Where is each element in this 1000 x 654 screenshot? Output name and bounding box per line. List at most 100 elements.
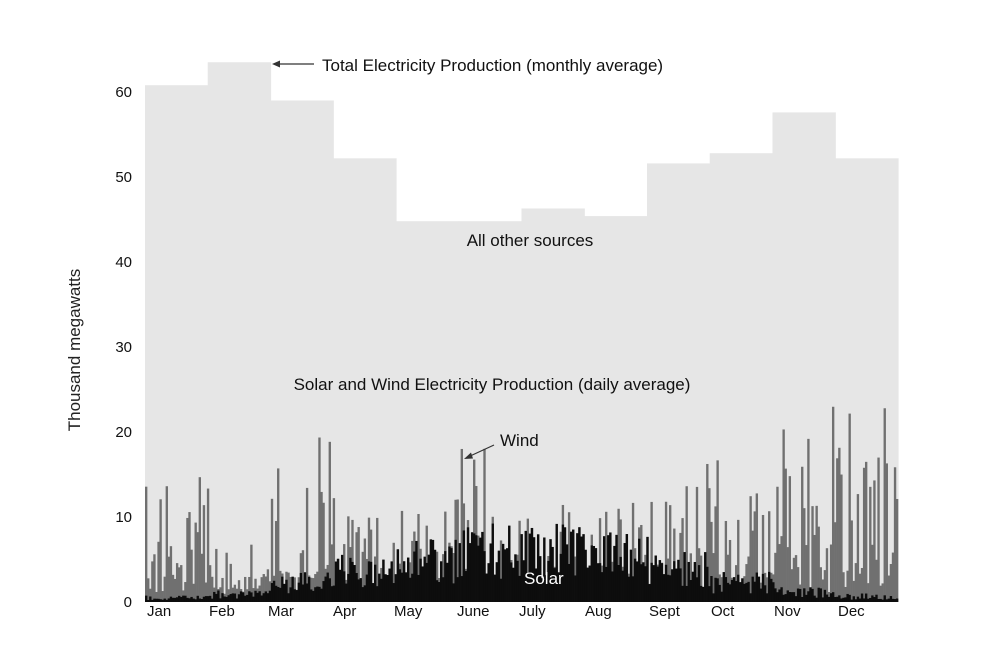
solar-daily-bar <box>807 591 810 602</box>
solar-daily-bar <box>831 592 835 602</box>
solar-daily-bar <box>834 597 837 602</box>
solar-daily-bar <box>188 598 191 602</box>
solar-daily-bar <box>600 572 604 602</box>
wind-daily-bar <box>452 553 455 602</box>
solar-daily-bar <box>741 578 744 602</box>
solar-daily-bar <box>563 527 567 602</box>
solar-daily-bar <box>192 598 195 602</box>
solar-daily-bar <box>629 549 633 602</box>
solar-daily-bar <box>864 593 868 602</box>
solar-daily-bar <box>466 527 470 602</box>
solar-daily-bar <box>631 576 635 602</box>
solar-daily-bar <box>460 576 463 602</box>
wind-daily-bar <box>200 553 204 602</box>
solar-daily-bar <box>821 597 825 602</box>
solar-daily-bar <box>761 573 765 602</box>
solar-daily-bar <box>735 581 738 602</box>
solar-daily-bar <box>318 586 321 602</box>
solar-daily-bar <box>215 593 218 602</box>
solar-daily-bar <box>409 577 412 602</box>
wind-daily-bar <box>747 556 750 602</box>
wind-daily-bar <box>301 550 305 602</box>
solar-daily-bar <box>753 581 756 602</box>
solar-daily-bar <box>229 594 232 602</box>
solar-daily-bar <box>829 593 833 602</box>
total-monthly-bar <box>647 163 711 602</box>
solar-daily-bar <box>235 598 239 602</box>
wind-daily-bar <box>526 518 530 602</box>
solar-daily-bar <box>528 533 532 602</box>
y-tick-label: 10 <box>115 509 132 526</box>
solar-daily-bar <box>380 578 383 602</box>
wind-daily-bar <box>460 448 463 602</box>
wind-daily-bar <box>473 459 476 602</box>
solar-daily-bar <box>206 596 210 602</box>
total-monthly-bar <box>458 221 523 602</box>
solar-daily-bar <box>258 591 261 602</box>
solar-daily-bar <box>184 595 187 602</box>
solar-daily-bar <box>699 585 703 602</box>
solar-daily-bar <box>456 577 459 602</box>
solar-daily-bar <box>145 595 148 602</box>
solar-daily-bar <box>586 567 589 602</box>
solar-daily-bar <box>279 587 282 602</box>
solar-daily-bar <box>522 560 525 602</box>
x-tick-may: May <box>394 603 423 620</box>
wind-daily-bar <box>248 576 251 602</box>
solar-daily-bar <box>627 576 631 602</box>
solar-daily-bar <box>149 596 152 602</box>
wind-daily-bar <box>875 559 878 602</box>
solar-daily-bar <box>382 559 385 602</box>
solar-daily-bar <box>365 574 369 602</box>
wind-daily-bar <box>274 521 278 602</box>
solar-daily-bar <box>340 554 344 602</box>
solar-daily-bar <box>411 573 414 602</box>
wind-daily-bar <box>852 580 855 602</box>
wind-daily-bar <box>794 555 798 602</box>
solar-daily-bar <box>221 593 224 602</box>
solar-daily-bar <box>312 590 315 602</box>
wind-daily-bar <box>165 486 168 602</box>
wind-daily-bar <box>357 527 360 602</box>
wind-daily-bar <box>695 486 699 602</box>
solar-daily-bar <box>580 536 583 602</box>
wind-daily-bar <box>208 565 212 602</box>
y-tick-label: 50 <box>115 169 132 186</box>
solar-daily-bar <box>739 582 742 602</box>
wind-daily-bar <box>617 508 620 602</box>
solar-daily-bar <box>887 598 891 602</box>
wind-daily-bar <box>640 524 643 602</box>
solar-daily-bar <box>303 572 307 602</box>
wind-daily-bar <box>774 552 777 602</box>
wind-daily-bar <box>151 561 154 602</box>
wind-daily-bar <box>807 438 810 602</box>
x-tick-nov: Nov <box>774 603 801 620</box>
solar-daily-bar <box>572 529 575 602</box>
solar-daily-bar <box>623 543 626 602</box>
solar-daily-bar <box>662 574 666 602</box>
solar-daily-bar <box>677 559 680 602</box>
solar-daily-bar <box>842 597 845 602</box>
solar-daily-bar <box>264 591 268 602</box>
wind-daily-bar <box>250 544 253 602</box>
solar-daily-bar <box>869 597 872 602</box>
wind-daily-bar <box>836 458 839 602</box>
solar-daily-bar <box>636 561 639 602</box>
y-tick-label: 20 <box>115 424 132 441</box>
solar-daily-bar <box>281 576 284 602</box>
solar-daily-bar <box>378 573 381 602</box>
solar-daily-bar <box>716 578 719 602</box>
solar-daily-bar <box>293 589 296 602</box>
solar-daily-bar <box>607 535 610 602</box>
solar-daily-bar <box>547 560 550 602</box>
solar-daily-bar <box>590 545 593 602</box>
solar-daily-bar <box>656 566 659 602</box>
solar-daily-bar <box>425 562 428 602</box>
solar-daily-bar <box>813 595 816 602</box>
wind-daily-bar <box>175 563 179 602</box>
total-monthly-bar <box>145 85 209 602</box>
wind-daily-bar <box>363 538 367 602</box>
solar-daily-bar <box>334 561 338 602</box>
wind-daily-bar <box>726 554 730 602</box>
solar-daily-bar <box>854 599 858 602</box>
